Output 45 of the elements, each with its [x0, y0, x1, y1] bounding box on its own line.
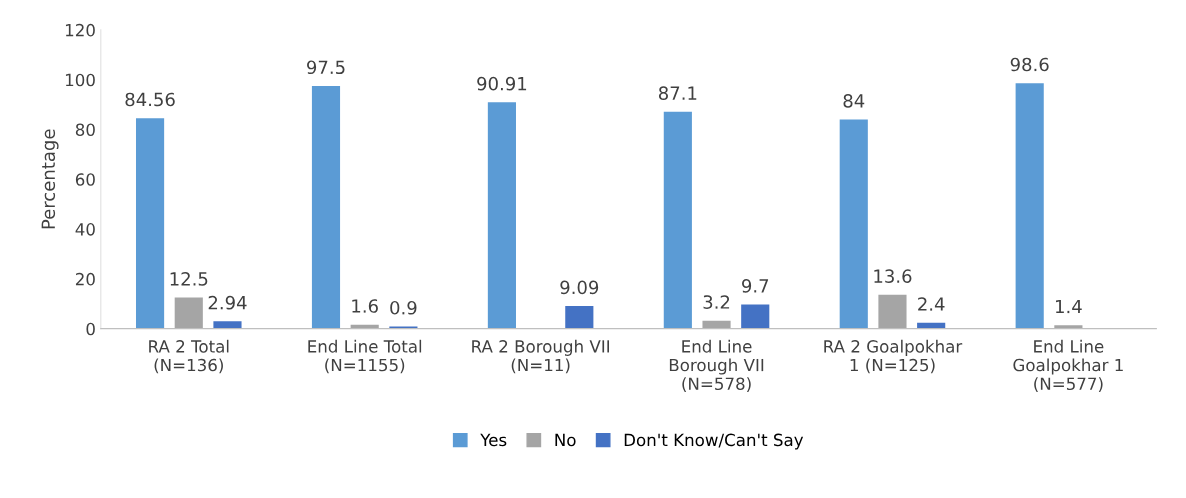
- data-label: 84: [843, 94, 865, 108]
- legend-label: Yes: [480, 433, 507, 447]
- bar: [1015, 83, 1044, 329]
- legend-label: Don't Know/Can't Say: [624, 433, 804, 450]
- bar: [839, 119, 868, 329]
- bar: [135, 118, 165, 329]
- y-tick-label: 100: [65, 73, 95, 87]
- data-label: 87.1: [658, 86, 697, 100]
- data-label: 0.9: [390, 300, 417, 315]
- data-label: 2.94: [208, 295, 247, 310]
- y-tick-label: 120: [65, 23, 95, 37]
- data-label: 9.7: [742, 279, 769, 293]
- data-label: 1.6: [352, 299, 378, 313]
- bar: [878, 294, 907, 329]
- data-label: 1.4: [1056, 299, 1082, 314]
- y-tick-label: 20: [75, 272, 95, 286]
- bar: [702, 320, 731, 329]
- bar: [311, 85, 341, 329]
- data-label: 9.09: [560, 280, 599, 295]
- y-tick-label: 40: [75, 223, 95, 236]
- bar: [663, 111, 692, 329]
- y-axis-title: Percentage: [41, 129, 59, 229]
- data-label: 3.2: [703, 295, 730, 309]
- y-tick-label: 80: [75, 123, 95, 137]
- data-label: 84.56: [125, 92, 175, 107]
- x-tick-label: End Line Total (N=1155): [308, 339, 422, 374]
- bar: [174, 297, 203, 329]
- x-tick-label: End Line Borough VII (N=578): [669, 339, 764, 392]
- bar: [741, 304, 770, 329]
- data-label: 13.6: [874, 269, 912, 283]
- x-tick-label: End Line Goalpokhar 1 (N=577): [1013, 339, 1123, 392]
- x-tick-label: RA 2 Goalpokhar 1 (N=125): [824, 339, 963, 374]
- data-label: 90.91: [477, 76, 527, 91]
- y-tick-label: 0: [86, 322, 95, 336]
- bar: [487, 102, 516, 329]
- x-tick-label: RA 2 Total (N=136): [149, 339, 229, 374]
- bar: [565, 306, 594, 329]
- legend-label: No: [555, 433, 576, 447]
- bar: [213, 321, 242, 329]
- x-tick-label: RA 2 Borough VII (N=11): [472, 339, 610, 374]
- data-label: 98.6: [1010, 57, 1049, 72]
- data-label: 12.5: [170, 272, 208, 286]
- y-tick-label: 60: [75, 173, 95, 186]
- data-label: 2.4: [918, 297, 945, 311]
- data-label: 97.5: [307, 60, 345, 75]
